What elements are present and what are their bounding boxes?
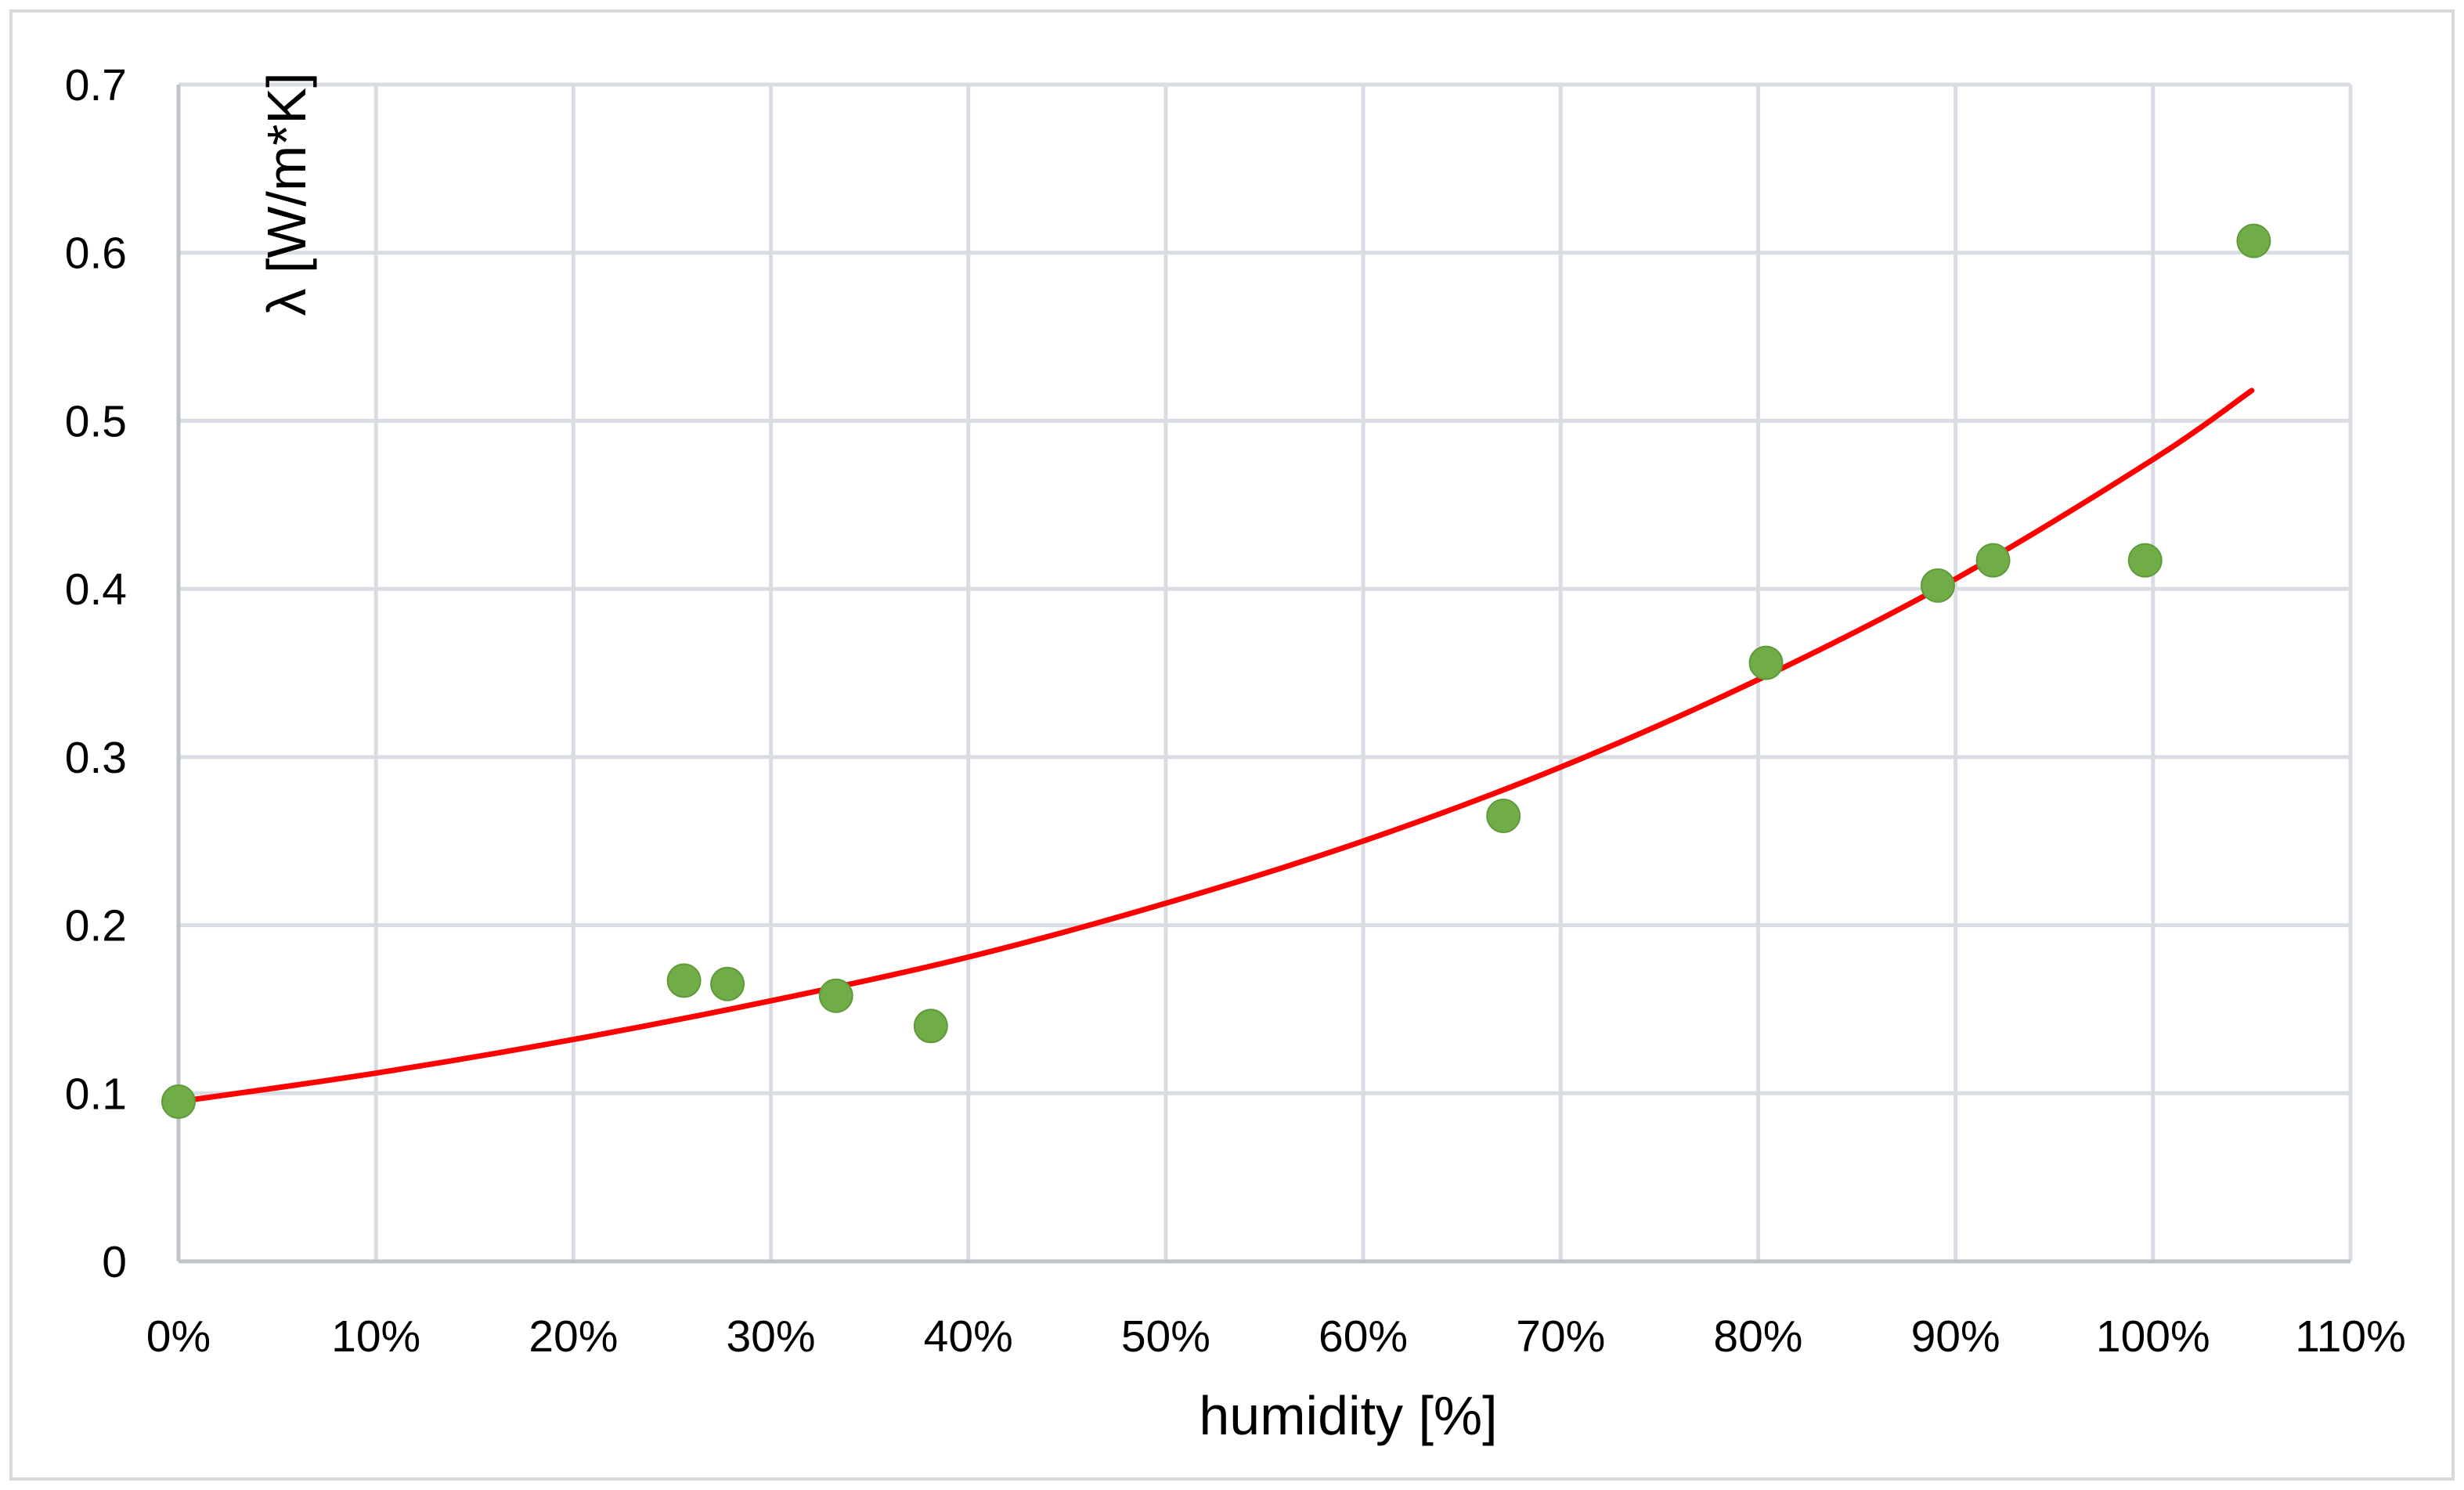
axes <box>176 85 2350 1264</box>
y-tick-label: 0.5 <box>65 396 127 446</box>
x-axis-title: humidity [%] <box>1199 1385 1497 1446</box>
data-point <box>913 1008 948 1044</box>
trendline-layer <box>175 388 2255 1105</box>
y-tick-labels: 0 0.1 0.2 0.3 0.4 0.5 0.6 0.7 <box>65 60 127 1287</box>
x-tick-label: 10% <box>331 1311 420 1362</box>
x-tick-label: 50% <box>1121 1311 1210 1362</box>
x-tick-label: 90% <box>1911 1311 2000 1362</box>
y-tick-label: 0.1 <box>65 1069 127 1119</box>
data-point <box>2127 543 2163 578</box>
y-tick-label: 0.6 <box>65 229 127 279</box>
data-point <box>710 966 745 1001</box>
data-point <box>818 978 853 1013</box>
y-tick-label: 0 <box>102 1237 127 1287</box>
data-points <box>161 223 2271 1120</box>
x-tick-label: 100% <box>2096 1311 2210 1362</box>
trendline <box>175 388 2255 1105</box>
data-point <box>2236 223 2271 258</box>
gridlines <box>179 82 2353 1261</box>
x-tick-label: 80% <box>1713 1311 1802 1362</box>
data-point <box>1920 568 1955 603</box>
data-point <box>666 963 702 998</box>
x-tick-label: 110% <box>2295 1311 2406 1362</box>
x-tick-label: 60% <box>1319 1311 1408 1362</box>
x-tick-label: 0% <box>146 1311 211 1362</box>
data-point <box>161 1084 196 1120</box>
y-tick-label: 0.3 <box>65 733 127 783</box>
y-axis-title: λ [W/m*K] <box>256 72 317 316</box>
data-point <box>1748 645 1784 680</box>
chart-border <box>9 9 2455 1481</box>
y-tick-label: 0.7 <box>65 60 127 110</box>
y-tick-label: 0.2 <box>65 901 127 951</box>
x-tick-label: 20% <box>529 1311 618 1362</box>
data-point <box>1486 799 1521 834</box>
x-tick-label: 30% <box>726 1311 815 1362</box>
x-tick-labels: 0% 10% 20% 30% 40% 50% 60% 70% 80% 90% 100% 110% <box>146 1311 2406 1362</box>
data-point <box>1975 543 2011 578</box>
x-tick-label: 70% <box>1516 1311 1605 1362</box>
x-tick-label: 40% <box>924 1311 1013 1362</box>
y-tick-label: 0.4 <box>65 565 127 615</box>
